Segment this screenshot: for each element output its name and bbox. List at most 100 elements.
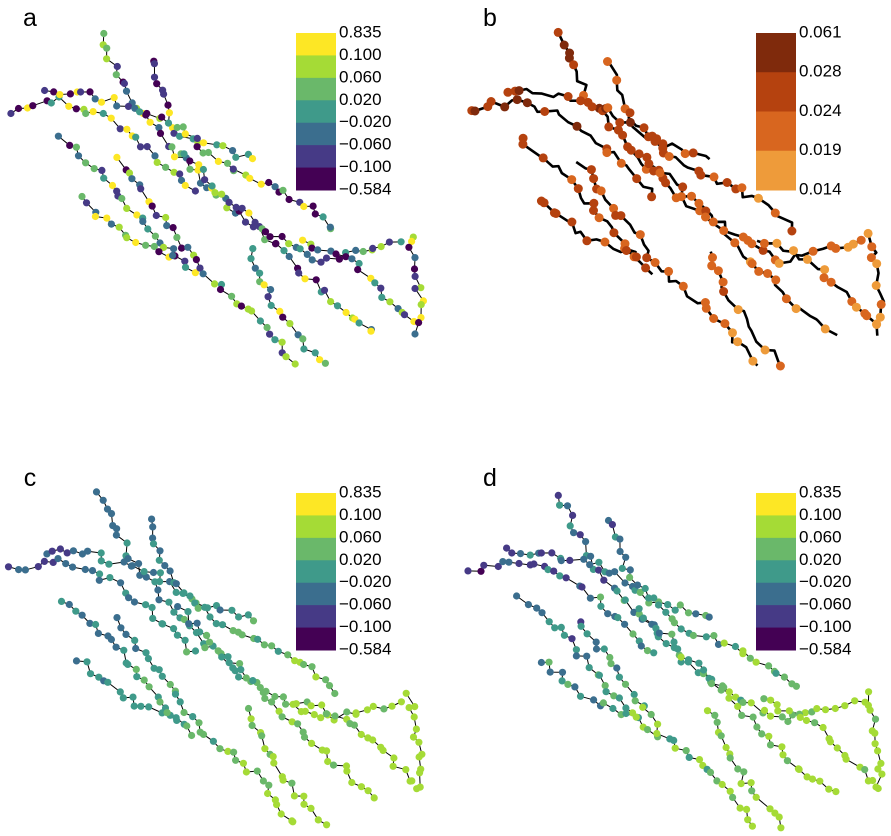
site-point — [743, 805, 751, 813]
site-point — [257, 180, 265, 188]
site-point — [272, 239, 280, 248]
site-point — [256, 317, 264, 325]
site-point — [112, 71, 120, 79]
site-point — [214, 647, 222, 655]
site-point — [586, 165, 596, 175]
site-point — [592, 645, 601, 653]
site-point — [578, 583, 586, 591]
site-point — [563, 502, 572, 510]
site-point — [410, 265, 419, 273]
site-point — [538, 153, 548, 163]
site-point — [548, 549, 556, 557]
site-point — [417, 284, 425, 292]
site-point — [94, 629, 102, 637]
site-point — [664, 266, 674, 276]
site-point — [765, 662, 773, 670]
site-point — [342, 253, 350, 261]
site-point — [113, 614, 121, 622]
site-point — [760, 345, 770, 355]
site-point — [123, 539, 131, 547]
site-point — [576, 96, 586, 106]
site-point — [390, 754, 398, 762]
site-point — [50, 88, 58, 96]
site-point — [408, 777, 416, 785]
site-point — [311, 210, 319, 218]
site-point — [103, 55, 111, 63]
site-point — [720, 683, 728, 691]
site-point — [249, 617, 258, 625]
site-point — [195, 719, 203, 727]
site-point — [639, 703, 647, 711]
site-point — [567, 175, 577, 185]
site-point — [537, 549, 545, 557]
site-point — [758, 245, 768, 255]
site-point — [411, 254, 419, 262]
site-point — [218, 190, 226, 198]
panel-label: b — [483, 4, 497, 32]
site-point — [295, 269, 303, 277]
site-point — [616, 547, 624, 556]
site-point — [188, 731, 196, 740]
site-point — [676, 601, 684, 609]
site-point — [164, 119, 173, 127]
site-point — [556, 501, 564, 509]
site-point — [748, 822, 756, 830]
site-point — [379, 746, 387, 754]
site-point — [106, 574, 114, 582]
site-point — [329, 761, 338, 769]
site-point — [40, 557, 49, 565]
site-point — [119, 694, 127, 702]
site-point — [709, 314, 719, 323]
site-point — [148, 515, 156, 523]
site-point — [564, 53, 574, 63]
site-point — [871, 740, 879, 748]
site-point — [186, 157, 194, 165]
legend-label: −0.020 — [799, 572, 851, 591]
site-point — [277, 810, 285, 818]
site-point — [685, 753, 693, 761]
site-point — [564, 680, 572, 688]
site-point — [820, 324, 830, 334]
site-point — [128, 175, 136, 183]
site-point — [49, 558, 57, 566]
site-point — [137, 702, 145, 710]
site-point — [746, 654, 754, 662]
site-point — [193, 134, 201, 142]
site-point — [872, 320, 882, 329]
site-point — [871, 729, 879, 737]
site-point — [113, 102, 121, 110]
site-point — [573, 184, 583, 194]
legend-label: 0.061 — [799, 22, 842, 41]
site-point — [558, 677, 566, 685]
site-point — [150, 60, 158, 68]
site-point — [643, 726, 652, 734]
site-point — [615, 694, 623, 702]
site-point — [505, 558, 513, 566]
site-point — [247, 255, 255, 263]
site-point — [171, 690, 180, 698]
legend-swatch — [296, 582, 336, 606]
site-point — [592, 638, 600, 646]
site-point — [132, 644, 140, 653]
site-point — [149, 568, 158, 577]
site-point — [169, 251, 177, 260]
site-point — [700, 666, 708, 674]
map-panel: a 0.835 0.100 0.060 0.020 −0.020 −0.060 −0.100 −… — [7, 4, 427, 368]
site-point — [618, 564, 626, 572]
site-point — [144, 225, 152, 233]
site-point — [228, 606, 236, 614]
site-point — [608, 521, 616, 529]
site-point — [695, 659, 703, 667]
legend-label: 0.024 — [799, 101, 842, 120]
site-point — [117, 579, 125, 587]
site-point — [695, 756, 704, 764]
site-point — [82, 109, 90, 118]
site-point — [181, 636, 189, 644]
site-point — [301, 707, 309, 715]
site-point — [130, 598, 139, 606]
site-point — [107, 114, 115, 122]
site-point — [570, 529, 578, 537]
site-point — [869, 776, 877, 785]
site-point — [170, 625, 178, 633]
site-point — [331, 712, 339, 720]
